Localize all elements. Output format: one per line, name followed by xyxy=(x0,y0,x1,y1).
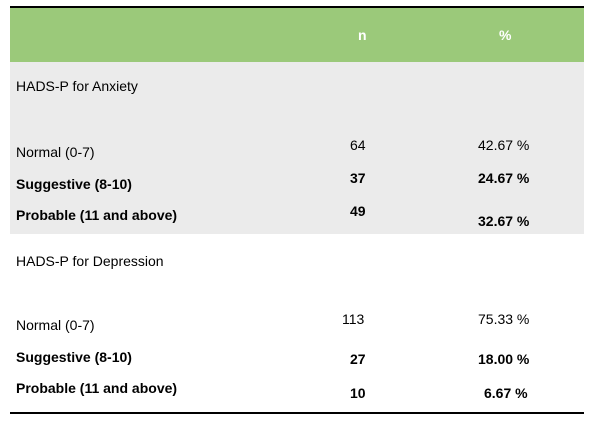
anxiety-row-n: 49 xyxy=(350,203,366,219)
depression-row-n: 27 xyxy=(350,351,366,367)
depression-row-percent: 75.33 % xyxy=(478,311,530,327)
anxiety-row-label: Normal (0-7) xyxy=(16,144,95,160)
anxiety-row-n: 37 xyxy=(350,170,366,186)
table-header: n % xyxy=(10,8,584,62)
anxiety-row-n: 64 xyxy=(350,137,366,153)
header-percent: % xyxy=(499,27,512,43)
header-n: n xyxy=(358,27,367,43)
table-top-rule xyxy=(10,6,584,8)
table-bottom-rule xyxy=(10,412,584,414)
anxiety-row-label: Suggestive (8-10) xyxy=(16,176,132,192)
anxiety-row-percent: 24.67 % xyxy=(478,170,530,186)
anxiety-row-percent: 42.67 % xyxy=(478,137,530,153)
anxiety-section: HADS-P for Anxiety Normal (0-7) 64 42.67… xyxy=(10,62,584,234)
depression-row-label: Probable (11 and above) xyxy=(16,380,178,396)
depression-row-n: 113 xyxy=(342,311,365,327)
depression-row-label: Suggestive (8-10) xyxy=(16,349,132,365)
depression-row-percent: 18.00 % xyxy=(478,351,530,367)
anxiety-section-title: HADS-P for Anxiety xyxy=(16,78,138,94)
anxiety-row-label: Probable (11 and above) xyxy=(16,207,178,223)
depression-section-title: HADS-P for Depression xyxy=(16,253,164,269)
depression-row-percent: 6.67 % xyxy=(484,385,528,401)
anxiety-row-percent: 32.67 % xyxy=(478,213,530,229)
depression-row-label: Normal (0-7) xyxy=(16,317,95,333)
depression-row-n: 10 xyxy=(350,385,366,401)
depression-section: HADS-P for Depression Normal (0-7) 113 7… xyxy=(10,234,584,412)
